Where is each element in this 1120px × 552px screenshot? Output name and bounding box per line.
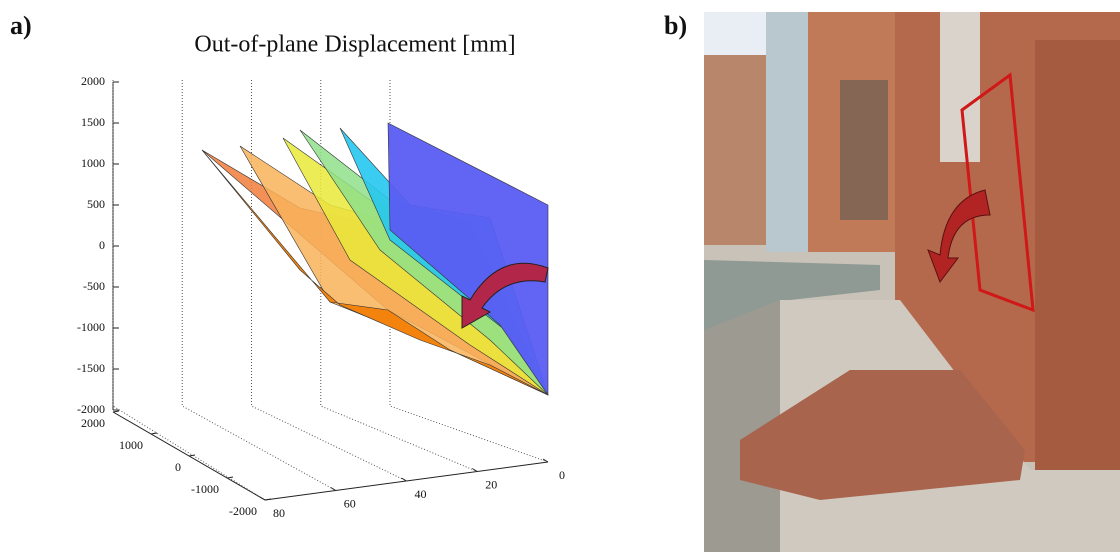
- plot-title: Out-of-plane Displacement [mm]: [194, 32, 515, 58]
- x-tick-label: 60: [344, 496, 356, 510]
- x-tick: [471, 468, 478, 472]
- panel-label: b): [664, 11, 687, 40]
- y-tick-label: -1000: [191, 482, 219, 496]
- x-tick: [401, 477, 407, 482]
- building: [704, 55, 766, 245]
- grid-line: [181, 80, 336, 491]
- y-tick: [112, 410, 120, 413]
- z-tick-label: 1000: [81, 156, 105, 170]
- glass-tower: [766, 12, 814, 252]
- photo: [704, 12, 1120, 552]
- railing: [704, 260, 880, 340]
- wall-panel: [940, 12, 980, 162]
- x-tick-label: 80: [273, 506, 285, 520]
- panel-label: a): [10, 11, 32, 40]
- rotation-arrow: [461, 262, 549, 329]
- z-tick-label: 1500: [81, 115, 105, 129]
- surface: [201, 149, 549, 396]
- x-tick-label: 40: [415, 487, 427, 501]
- z-tick-label: 2000: [81, 74, 105, 88]
- x-tick: [330, 487, 337, 491]
- pillar: [1035, 40, 1120, 470]
- y-tick-label: 2000: [81, 416, 105, 430]
- y-tick: [226, 476, 234, 479]
- highlight-outline: [960, 72, 1035, 313]
- z-tick-label: -1000: [77, 320, 105, 334]
- y-tick: [264, 498, 272, 501]
- x-tick: [259, 496, 266, 501]
- rotation-arrow: [927, 189, 991, 284]
- z-tick-label: -500: [83, 279, 105, 293]
- y-tick: [150, 432, 158, 435]
- y-tick-label: 0: [175, 460, 181, 474]
- balconies: [840, 80, 888, 220]
- grid-line: [112, 80, 266, 501]
- y-tick-label: 1000: [119, 438, 143, 452]
- z-tick-label: 500: [87, 197, 105, 211]
- surfaces: [201, 122, 549, 396]
- y-tick: [188, 454, 196, 457]
- parapet: [704, 300, 780, 552]
- surface: [387, 122, 549, 396]
- z-tick-label: -2000: [77, 402, 105, 416]
- y-tick-label: -2000: [229, 504, 257, 518]
- x-tick-label: 20: [485, 477, 497, 491]
- z-tick-label: -1500: [77, 361, 105, 375]
- z-tick-label: 0: [99, 238, 105, 252]
- x-tick: [542, 458, 549, 463]
- debris: [740, 370, 1025, 500]
- x-tick-label: 0: [559, 468, 565, 482]
